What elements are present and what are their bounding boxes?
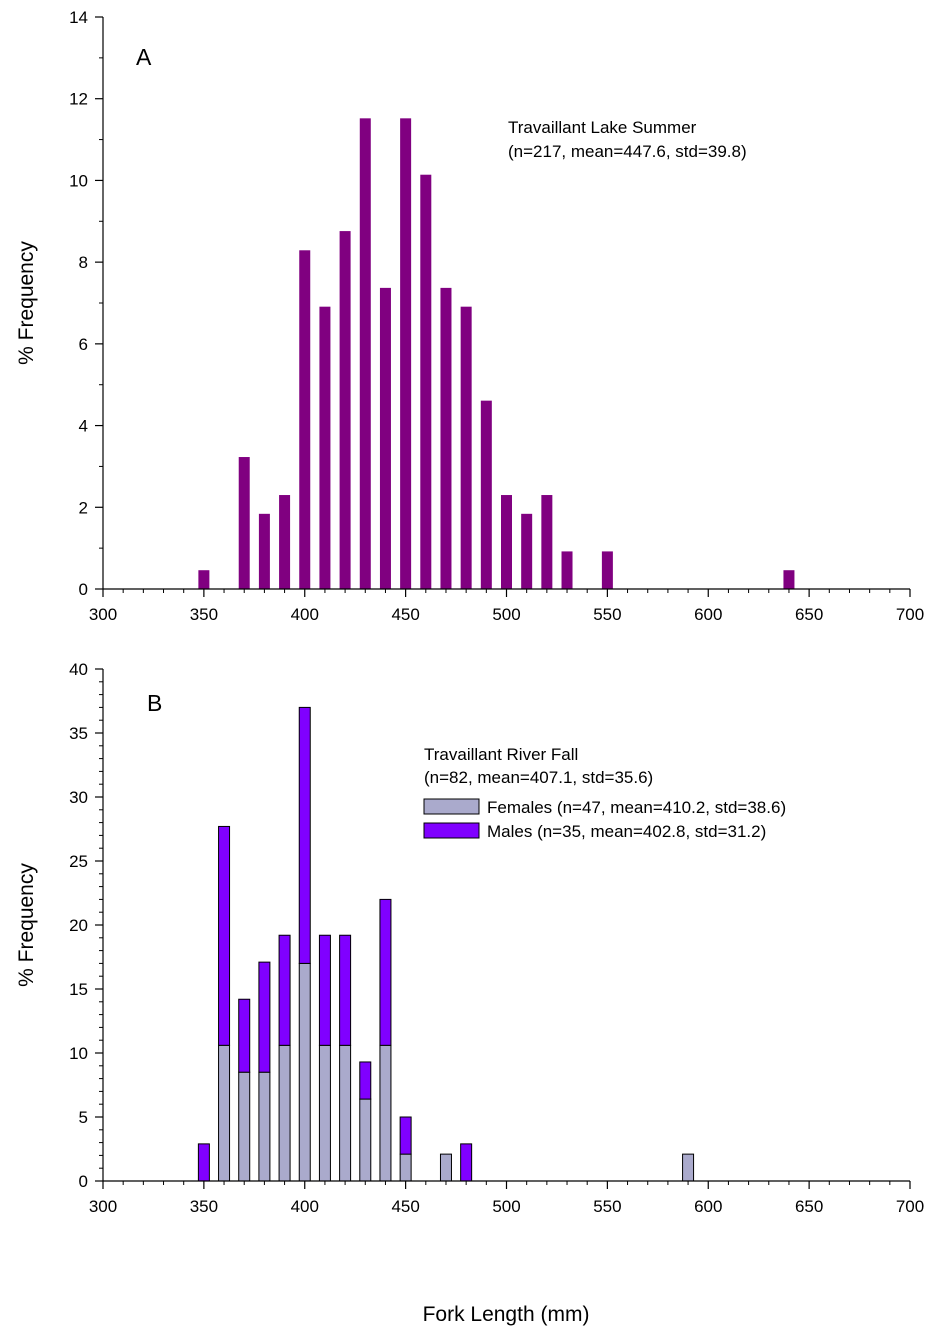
- panel-a-annotation-title: Travaillant Lake Summer: [508, 118, 697, 137]
- bar-500: [501, 495, 512, 589]
- panel-b-annotation-title: Travaillant River Fall: [424, 745, 578, 764]
- bar-550: [601, 551, 613, 589]
- bar-males-420: [339, 934, 352, 1046]
- x-tick-label: 550: [593, 605, 621, 624]
- x-tick-label: 300: [89, 605, 117, 624]
- x-tick-label: 500: [492, 605, 520, 624]
- bar-males-400: [298, 706, 311, 964]
- y-tick-label: 35: [69, 724, 88, 743]
- bar-females-380: [258, 1071, 271, 1182]
- panel-a-axes: 300 350 400 450 500 550 600 650 700 0 2 4 6 8 10 12 14: [69, 8, 924, 624]
- bar-males-380: [258, 961, 271, 1073]
- x-tick-label: 450: [391, 1197, 419, 1216]
- bar-520: [541, 495, 553, 589]
- bar-males-360: [218, 825, 231, 1046]
- bar-490: [480, 400, 492, 589]
- y-tick-label: 12: [69, 90, 88, 109]
- y-tick-label: 5: [79, 1108, 88, 1127]
- panel-b-chart: 300 350 400 450 500 550 600 650 700 0 5 10 15 20 25 30 3…: [15, 660, 924, 1216]
- y-tick-label: 8: [79, 253, 88, 272]
- bar-380: [258, 513, 270, 589]
- legend-label-males: Males (n=35, mean=402.8, std=31.2): [487, 822, 766, 841]
- bar-640: [783, 570, 795, 589]
- bar-460: [420, 174, 432, 589]
- panel-b-label: B: [147, 690, 162, 716]
- bar-males-390: [278, 934, 291, 1046]
- x-tick-label: 700: [896, 1197, 924, 1216]
- bar-females-370: [238, 1071, 251, 1182]
- bar-males-410: [318, 934, 331, 1046]
- panel-b-y-axis-label: % Frequency: [15, 863, 38, 987]
- panel-b-legend: Females (n=47, mean=410.2, std=38.6) Mal…: [423, 798, 786, 841]
- y-tick-label: 15: [69, 980, 88, 999]
- bar-males-350: [197, 1143, 210, 1182]
- x-tick-label: 600: [694, 605, 722, 624]
- x-tick-label: 500: [492, 1197, 520, 1216]
- bar-males-450: [399, 1116, 412, 1155]
- bar-420: [339, 231, 351, 589]
- x-tick-label: 700: [896, 605, 924, 624]
- panel-a-y-axis-label: % Frequency: [15, 241, 38, 365]
- x-tick-label: 300: [89, 1197, 117, 1216]
- legend-swatch-females: [423, 798, 480, 815]
- bar-440: [379, 287, 391, 589]
- y-tick-label: 2: [79, 498, 88, 517]
- bar-410: [319, 306, 331, 589]
- bar-470: [440, 287, 452, 589]
- bar-females-470: [439, 1153, 452, 1182]
- bar-370: [238, 457, 250, 589]
- panel-a-annotation-stats: (n=217, mean=447.6, std=39.8): [508, 142, 747, 161]
- y-tick-label: 10: [69, 171, 88, 190]
- bar-females-450: [399, 1153, 412, 1182]
- x-tick-label: 650: [795, 1197, 823, 1216]
- bar-females-400: [298, 962, 311, 1182]
- bar-males-440: [379, 898, 392, 1046]
- bar-480: [460, 306, 472, 589]
- x-tick-label: 600: [694, 1197, 722, 1216]
- panel-a-label: A: [136, 44, 152, 70]
- bar-430: [359, 118, 371, 589]
- y-tick-label: 0: [79, 1172, 88, 1191]
- bar-females-390: [278, 1044, 291, 1182]
- x-tick-label: 350: [190, 1197, 218, 1216]
- bar-females-590: [682, 1153, 695, 1182]
- bar-females-440: [379, 1044, 392, 1182]
- x-axis-label: Fork Length (mm): [423, 1303, 590, 1326]
- x-tick-label: 450: [391, 605, 419, 624]
- y-tick-label: 20: [69, 916, 88, 935]
- bar-males-370: [238, 998, 251, 1073]
- y-tick-label: 4: [79, 417, 88, 436]
- bar-530: [561, 551, 573, 589]
- panel-b-axes: 300 350 400 450 500 550 600 650 700 0 5 10 15 20 25 30 3…: [69, 660, 924, 1216]
- y-tick-label: 40: [69, 660, 88, 679]
- bar-350: [198, 570, 210, 589]
- bar-females-410: [318, 1044, 331, 1182]
- bar-390: [279, 495, 291, 589]
- x-tick-label: 650: [795, 605, 823, 624]
- y-tick-label: 30: [69, 788, 88, 807]
- x-tick-label: 400: [291, 1197, 319, 1216]
- x-tick-label: 400: [291, 605, 319, 624]
- bar-females-430: [359, 1098, 372, 1182]
- bar-450: [400, 118, 412, 589]
- x-tick-label: 350: [190, 605, 218, 624]
- y-tick-label: 14: [69, 8, 88, 27]
- bar-400: [299, 250, 311, 590]
- bar-males-430: [359, 1061, 372, 1100]
- bar-females-360: [218, 1044, 231, 1182]
- y-tick-label: 0: [79, 580, 88, 599]
- legend-swatch-males: [423, 822, 480, 839]
- bar-females-420: [339, 1044, 352, 1182]
- x-tick-label: 550: [593, 1197, 621, 1216]
- panel-b-annotation-stats: (n=82, mean=407.1, std=35.6): [424, 768, 653, 787]
- panel-a-chart: 300 350 400 450 500 550 600 650 700 0 2 4 6 8 10 12 14 A…: [15, 8, 924, 624]
- legend-label-females: Females (n=47, mean=410.2, std=38.6): [487, 798, 786, 817]
- y-tick-label: 6: [79, 335, 88, 354]
- panel-a-bars: [198, 118, 795, 590]
- y-tick-label: 10: [69, 1044, 88, 1063]
- bar-510: [521, 513, 533, 589]
- y-tick-label: 25: [69, 852, 88, 871]
- bar-males-480: [460, 1143, 473, 1182]
